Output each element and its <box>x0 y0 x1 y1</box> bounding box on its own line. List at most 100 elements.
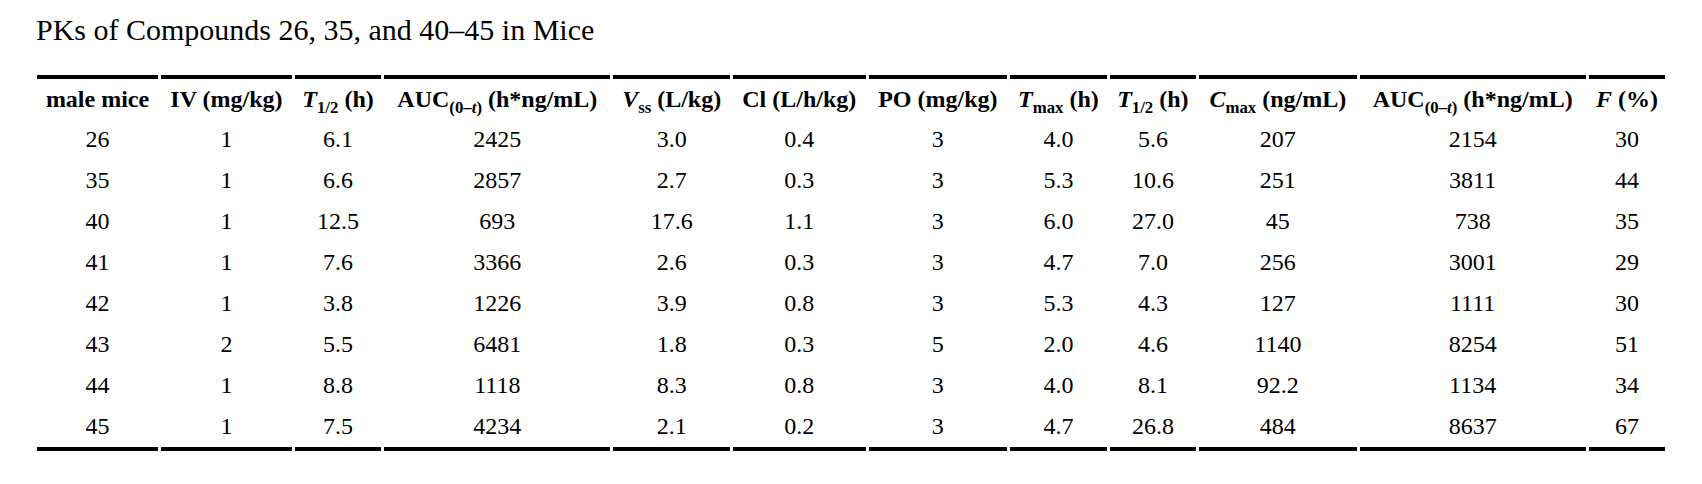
column-header-c-max: Cmax (ng/mL) <box>1199 75 1356 119</box>
header-text-part: (h*ng/mL) <box>482 86 597 112</box>
cell-auc-po: 738 <box>1360 201 1586 242</box>
cell-iv-dose: 1 <box>161 406 292 451</box>
cell-auc-po: 8637 <box>1360 406 1586 451</box>
cell-compound: 40 <box>37 201 158 242</box>
header-text-part: IV (mg/kg) <box>170 86 282 112</box>
cell-f-percent: 44 <box>1589 160 1665 201</box>
header-text-part: 1/2 <box>317 97 338 116</box>
cell-c-max: 484 <box>1199 406 1356 451</box>
table-row-compound-45: 4517.542342.10.234.726.8484863767 <box>37 406 1665 451</box>
cell-vss: 2.7 <box>613 160 729 201</box>
cell-compound: 43 <box>37 324 158 365</box>
cell-c-max: 207 <box>1199 119 1356 160</box>
table-row-compound-40: 40112.569317.61.136.027.04573835 <box>37 201 1665 242</box>
cell-f-percent: 67 <box>1589 406 1665 451</box>
cell-t-max: 4.0 <box>1010 365 1107 406</box>
header-text-part: Cl (L/h/kg) <box>742 86 856 112</box>
cell-c-max: 45 <box>1199 201 1356 242</box>
header-text-part: T <box>1117 86 1132 112</box>
cell-vss: 17.6 <box>613 201 729 242</box>
cell-t-max: 5.3 <box>1010 283 1107 324</box>
cell-cl: 0.2 <box>733 406 866 451</box>
cell-auc-iv: 6481 <box>384 324 610 365</box>
column-header-po-dose: PO (mg/kg) <box>869 75 1007 119</box>
table-row-compound-43: 4325.564811.80.352.04.61140825451 <box>37 324 1665 365</box>
cell-po-dose: 3 <box>869 119 1007 160</box>
header-text-part: (%) <box>1612 86 1658 112</box>
header-text-part: AUC <box>397 86 449 112</box>
cell-cl: 0.8 <box>733 365 866 406</box>
cell-t-max: 5.3 <box>1010 160 1107 201</box>
cell-auc-po: 1134 <box>1360 365 1586 406</box>
column-header-t-half-iv: T1/2 (h) <box>295 75 381 119</box>
header-row: male miceIV (mg/kg)T1/2 (h)AUC(0–t) (h*n… <box>37 75 1665 119</box>
header-text-part: (0– <box>449 97 471 116</box>
cell-po-dose: 3 <box>869 201 1007 242</box>
cell-compound: 42 <box>37 283 158 324</box>
header-text-part: V <box>622 86 638 112</box>
cell-f-percent: 51 <box>1589 324 1665 365</box>
cell-iv-dose: 1 <box>161 242 292 283</box>
cell-cl: 0.3 <box>733 160 866 201</box>
cell-t-max: 6.0 <box>1010 201 1107 242</box>
cell-f-percent: 30 <box>1589 119 1665 160</box>
cell-auc-iv: 2857 <box>384 160 610 201</box>
cell-auc-iv: 3366 <box>384 242 610 283</box>
cell-compound: 45 <box>37 406 158 451</box>
cell-c-max: 256 <box>1199 242 1356 283</box>
cell-auc-iv: 1118 <box>384 365 610 406</box>
cell-t-half-iv: 12.5 <box>295 201 381 242</box>
cell-t-half-po: 4.3 <box>1110 283 1196 324</box>
cell-t-half-po: 8.1 <box>1110 365 1196 406</box>
table-title: PKs of Compounds 26, 35, and 40–45 in Mi… <box>34 12 1668 48</box>
cell-cl: 1.1 <box>733 201 866 242</box>
pk-table: male miceIV (mg/kg)T1/2 (h)AUC(0–t) (h*n… <box>34 75 1668 451</box>
cell-t-half-iv: 5.5 <box>295 324 381 365</box>
cell-t-half-po: 4.6 <box>1110 324 1196 365</box>
cell-auc-po: 8254 <box>1360 324 1586 365</box>
column-header-vss: Vss (L/kg) <box>613 75 729 119</box>
cell-auc-iv: 1226 <box>384 283 610 324</box>
paper-page: PKs of Compounds 26, 35, and 40–45 in Mi… <box>0 0 1702 484</box>
cell-cl: 0.3 <box>733 242 866 283</box>
cell-cl: 0.4 <box>733 119 866 160</box>
cell-compound: 35 <box>37 160 158 201</box>
cell-vss: 3.9 <box>613 283 729 324</box>
header-text-part: (0– <box>1425 97 1447 116</box>
cell-po-dose: 3 <box>869 365 1007 406</box>
cell-po-dose: 3 <box>869 406 1007 451</box>
column-header-auc-po: AUC(0–t) (h*ng/mL) <box>1360 75 1586 119</box>
cell-t-max: 2.0 <box>1010 324 1107 365</box>
cell-f-percent: 34 <box>1589 365 1665 406</box>
cell-po-dose: 3 <box>869 160 1007 201</box>
cell-iv-dose: 1 <box>161 119 292 160</box>
cell-auc-po: 3811 <box>1360 160 1586 201</box>
cell-compound: 44 <box>37 365 158 406</box>
cell-f-percent: 35 <box>1589 201 1665 242</box>
header-text-part: C <box>1209 86 1225 112</box>
cell-compound: 26 <box>37 119 158 160</box>
cell-c-max: 1140 <box>1199 324 1356 365</box>
cell-iv-dose: 1 <box>161 201 292 242</box>
cell-auc-po: 3001 <box>1360 242 1586 283</box>
cell-t-half-iv: 7.5 <box>295 406 381 451</box>
table-row-compound-35: 3516.628572.70.335.310.6251381144 <box>37 160 1665 201</box>
header-text-part: T <box>302 86 317 112</box>
header-text-part: (h) <box>338 86 373 112</box>
cell-auc-po: 1111 <box>1360 283 1586 324</box>
cell-t-half-po: 5.6 <box>1110 119 1196 160</box>
header-text-part: (L/kg) <box>651 86 721 112</box>
table-body: 2616.124253.00.434.05.62072154303516.628… <box>37 119 1665 451</box>
header-text-part: male mice <box>46 86 149 112</box>
cell-t-half-iv: 6.1 <box>295 119 381 160</box>
column-header-auc-iv: AUC(0–t) (h*ng/mL) <box>384 75 610 119</box>
cell-t-half-iv: 3.8 <box>295 283 381 324</box>
cell-vss: 2.6 <box>613 242 729 283</box>
column-header-iv-dose: IV (mg/kg) <box>161 75 292 119</box>
header-text-part: (ng/mL) <box>1256 86 1346 112</box>
cell-iv-dose: 1 <box>161 283 292 324</box>
cell-cl: 0.3 <box>733 324 866 365</box>
header-text-part: max <box>1225 97 1256 116</box>
header-text-part: (h*ng/mL) <box>1457 86 1572 112</box>
cell-t-half-po: 26.8 <box>1110 406 1196 451</box>
